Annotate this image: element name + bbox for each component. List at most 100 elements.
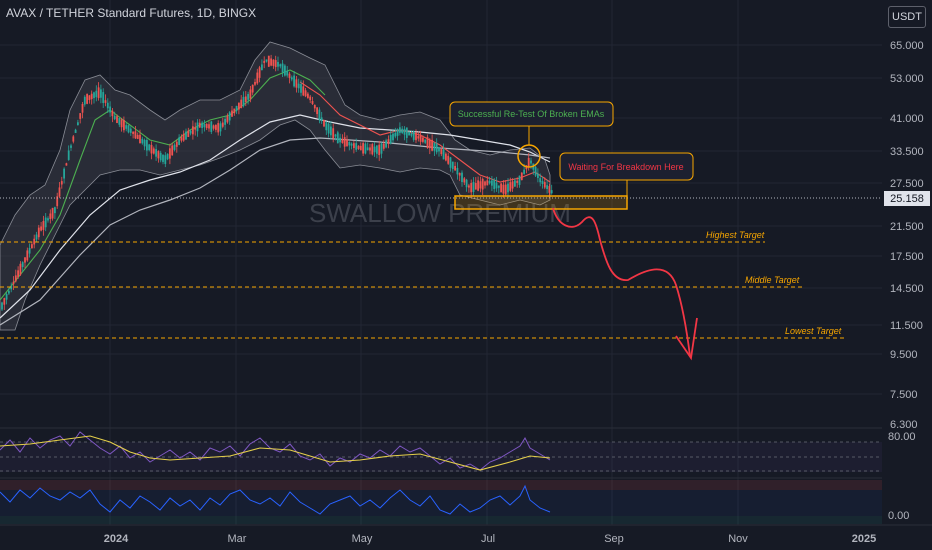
candle-body bbox=[141, 138, 144, 144]
candle-body bbox=[362, 143, 364, 154]
candle-body bbox=[537, 173, 539, 178]
candle-body bbox=[49, 213, 52, 220]
currency-button[interactable]: USDT bbox=[888, 6, 926, 28]
candle-body bbox=[302, 86, 305, 96]
candle-body bbox=[54, 207, 56, 214]
candle-body bbox=[479, 181, 482, 189]
candle-body bbox=[228, 112, 231, 121]
candle-body bbox=[318, 109, 321, 121]
candle-body bbox=[215, 124, 217, 130]
time-axis[interactable]: 2024 Mar May Jul Sep Nov 2025 bbox=[104, 533, 876, 545]
candle-body bbox=[461, 172, 463, 183]
candle-body bbox=[523, 169, 525, 174]
candle-body bbox=[88, 95, 91, 101]
candle-body bbox=[546, 185, 548, 189]
candle-body bbox=[477, 180, 479, 191]
price-axis-label: 53.000 bbox=[890, 73, 924, 85]
candle-body bbox=[454, 165, 456, 171]
candle-body bbox=[403, 128, 406, 135]
candle-body bbox=[497, 185, 500, 188]
candle-body bbox=[125, 125, 128, 129]
candle-body bbox=[456, 167, 459, 175]
price-axis[interactable]: 65.000 53.000 41.000 33.500 27.500 21.500 17.5… bbox=[890, 40, 924, 431]
price-axis-label: 6.300 bbox=[890, 419, 918, 431]
rsi-signal-line bbox=[0, 435, 551, 471]
candle-body bbox=[415, 132, 417, 141]
candle-body bbox=[281, 63, 284, 73]
candle-body bbox=[194, 127, 197, 130]
candle-body bbox=[507, 183, 509, 193]
time-axis-label: Nov bbox=[728, 533, 748, 545]
candle-body bbox=[504, 184, 507, 195]
candle-body bbox=[152, 148, 155, 154]
candlestick-series bbox=[1, 54, 553, 311]
candle-body bbox=[474, 182, 477, 190]
candle-body bbox=[26, 250, 29, 261]
ema-green bbox=[0, 69, 326, 301]
highest-target-label: Highest Target bbox=[706, 230, 765, 240]
projection-path[interactable] bbox=[552, 207, 691, 357]
watermark: SWALLOW PREMIUM bbox=[309, 198, 571, 228]
candle-body bbox=[297, 83, 300, 89]
candle-body bbox=[472, 181, 475, 192]
candle-body bbox=[72, 136, 75, 142]
candle-body bbox=[313, 104, 316, 109]
candle-body bbox=[511, 181, 514, 189]
candle-body bbox=[86, 93, 88, 104]
candle-body bbox=[336, 132, 339, 144]
candle-body bbox=[290, 77, 293, 80]
candle-body bbox=[267, 55, 270, 67]
candle-body bbox=[180, 137, 183, 141]
candle-body bbox=[150, 144, 153, 154]
candle-body bbox=[451, 161, 454, 170]
breakdown-zone[interactable] bbox=[454, 195, 628, 210]
candle-body bbox=[373, 146, 376, 153]
price-axis-label: 9.500 bbox=[890, 349, 918, 361]
candle-body bbox=[410, 133, 413, 136]
candle-body bbox=[486, 180, 489, 186]
retest-annotation-box[interactable] bbox=[449, 101, 614, 127]
candle-body bbox=[514, 180, 516, 187]
chart-title: AVAX / TETHER Standard Futures, 1D, BING… bbox=[6, 6, 257, 20]
candle-body bbox=[70, 145, 72, 148]
candle-body bbox=[136, 134, 139, 139]
candle-body bbox=[238, 102, 240, 110]
candle-body bbox=[120, 119, 123, 128]
time-axis-label: 2024 bbox=[104, 533, 129, 545]
price-axis-label: 41.000 bbox=[890, 113, 924, 125]
candle-body bbox=[56, 196, 59, 207]
candle-body bbox=[401, 128, 404, 134]
candle-body bbox=[31, 244, 33, 249]
candle-body bbox=[185, 131, 187, 140]
candle-body bbox=[100, 89, 102, 98]
candle-body bbox=[231, 110, 233, 117]
candle-body bbox=[274, 60, 277, 68]
candle-body bbox=[334, 134, 337, 137]
candle-body bbox=[1, 302, 3, 310]
candle-body bbox=[47, 218, 49, 221]
candle-body bbox=[93, 92, 95, 99]
candle-body bbox=[95, 90, 98, 98]
candle-body bbox=[58, 187, 61, 197]
candle-body bbox=[247, 94, 249, 100]
candle-body bbox=[256, 72, 259, 84]
candle-body bbox=[353, 143, 355, 148]
candle-body bbox=[366, 147, 369, 151]
candle-body bbox=[102, 92, 105, 104]
price-axis-label: 27.500 bbox=[890, 178, 924, 190]
candle-body bbox=[111, 110, 114, 117]
candle-body bbox=[3, 298, 6, 305]
candle-body bbox=[417, 136, 420, 139]
candle-body bbox=[189, 130, 192, 134]
candle-body bbox=[431, 139, 433, 151]
candle-body bbox=[196, 122, 199, 132]
candle-body bbox=[118, 118, 121, 125]
candle-body bbox=[493, 179, 496, 190]
candle-body bbox=[217, 123, 220, 133]
time-axis-label: May bbox=[352, 533, 373, 545]
candle-body bbox=[359, 145, 362, 151]
breakdown-annotation-box[interactable] bbox=[559, 152, 694, 181]
candle-body bbox=[484, 181, 486, 186]
candle-body bbox=[320, 117, 323, 121]
